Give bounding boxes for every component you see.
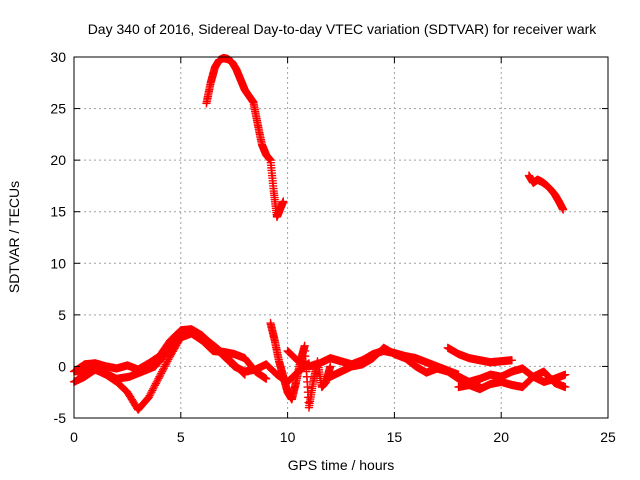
data-point — [507, 356, 517, 365]
series-arc-low-5 — [283, 346, 463, 379]
data-point — [262, 374, 271, 384]
x-tick-label: 25 — [600, 429, 616, 445]
y-tick-label: 0 — [58, 358, 66, 374]
series-arc-high-2 — [524, 171, 568, 214]
data-point — [558, 205, 568, 214]
x-axis-label: GPS time / hours — [288, 457, 395, 473]
data-point — [239, 369, 249, 378]
series-arc-low-3 — [74, 327, 250, 384]
y-tick-label: 25 — [50, 101, 66, 117]
y-tick-label: 30 — [50, 49, 66, 65]
y-tick-label: 10 — [50, 255, 66, 271]
plot-frame — [73, 56, 609, 419]
series-arc-low-9 — [454, 367, 570, 394]
data-point — [561, 370, 570, 379]
x-tick-label: 10 — [280, 429, 296, 445]
data-point — [326, 362, 335, 371]
x-tick-label: 15 — [387, 429, 403, 445]
x-tick-label: 20 — [493, 429, 509, 445]
x-tick-label: 5 — [177, 429, 185, 445]
data-marks-layer — [69, 53, 570, 414]
y-axis-label: SDTVAR / TECUs — [6, 181, 22, 293]
y-tick-label: 20 — [50, 152, 66, 168]
x-tick-label: 0 — [70, 429, 78, 445]
series-arc-low-7 — [443, 343, 517, 367]
y-tick-label: 5 — [58, 307, 66, 323]
data-point — [240, 370, 250, 379]
chart-title: Day 340 of 2016, Sidereal Day-to-day VTE… — [88, 21, 598, 37]
y-tick-label: -5 — [54, 410, 67, 426]
data-point — [561, 382, 570, 392]
series-arc-high-1 — [202, 53, 288, 222]
y-tick-label: 15 — [50, 204, 66, 220]
data-point — [279, 197, 288, 206]
